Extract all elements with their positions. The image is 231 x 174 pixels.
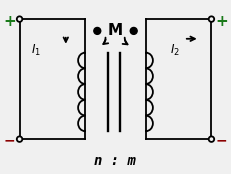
Circle shape xyxy=(209,136,214,142)
Circle shape xyxy=(17,16,22,22)
Circle shape xyxy=(17,136,22,142)
Text: +: + xyxy=(215,14,228,29)
Text: +: + xyxy=(3,14,16,29)
Text: $I_1$: $I_1$ xyxy=(31,43,41,58)
Circle shape xyxy=(94,27,101,34)
Circle shape xyxy=(209,16,214,22)
Text: $I_2$: $I_2$ xyxy=(170,43,180,58)
Text: M: M xyxy=(107,23,123,38)
Text: −: − xyxy=(216,133,227,147)
Text: n : m: n : m xyxy=(94,154,136,168)
Text: −: − xyxy=(4,133,15,147)
Circle shape xyxy=(130,27,137,34)
